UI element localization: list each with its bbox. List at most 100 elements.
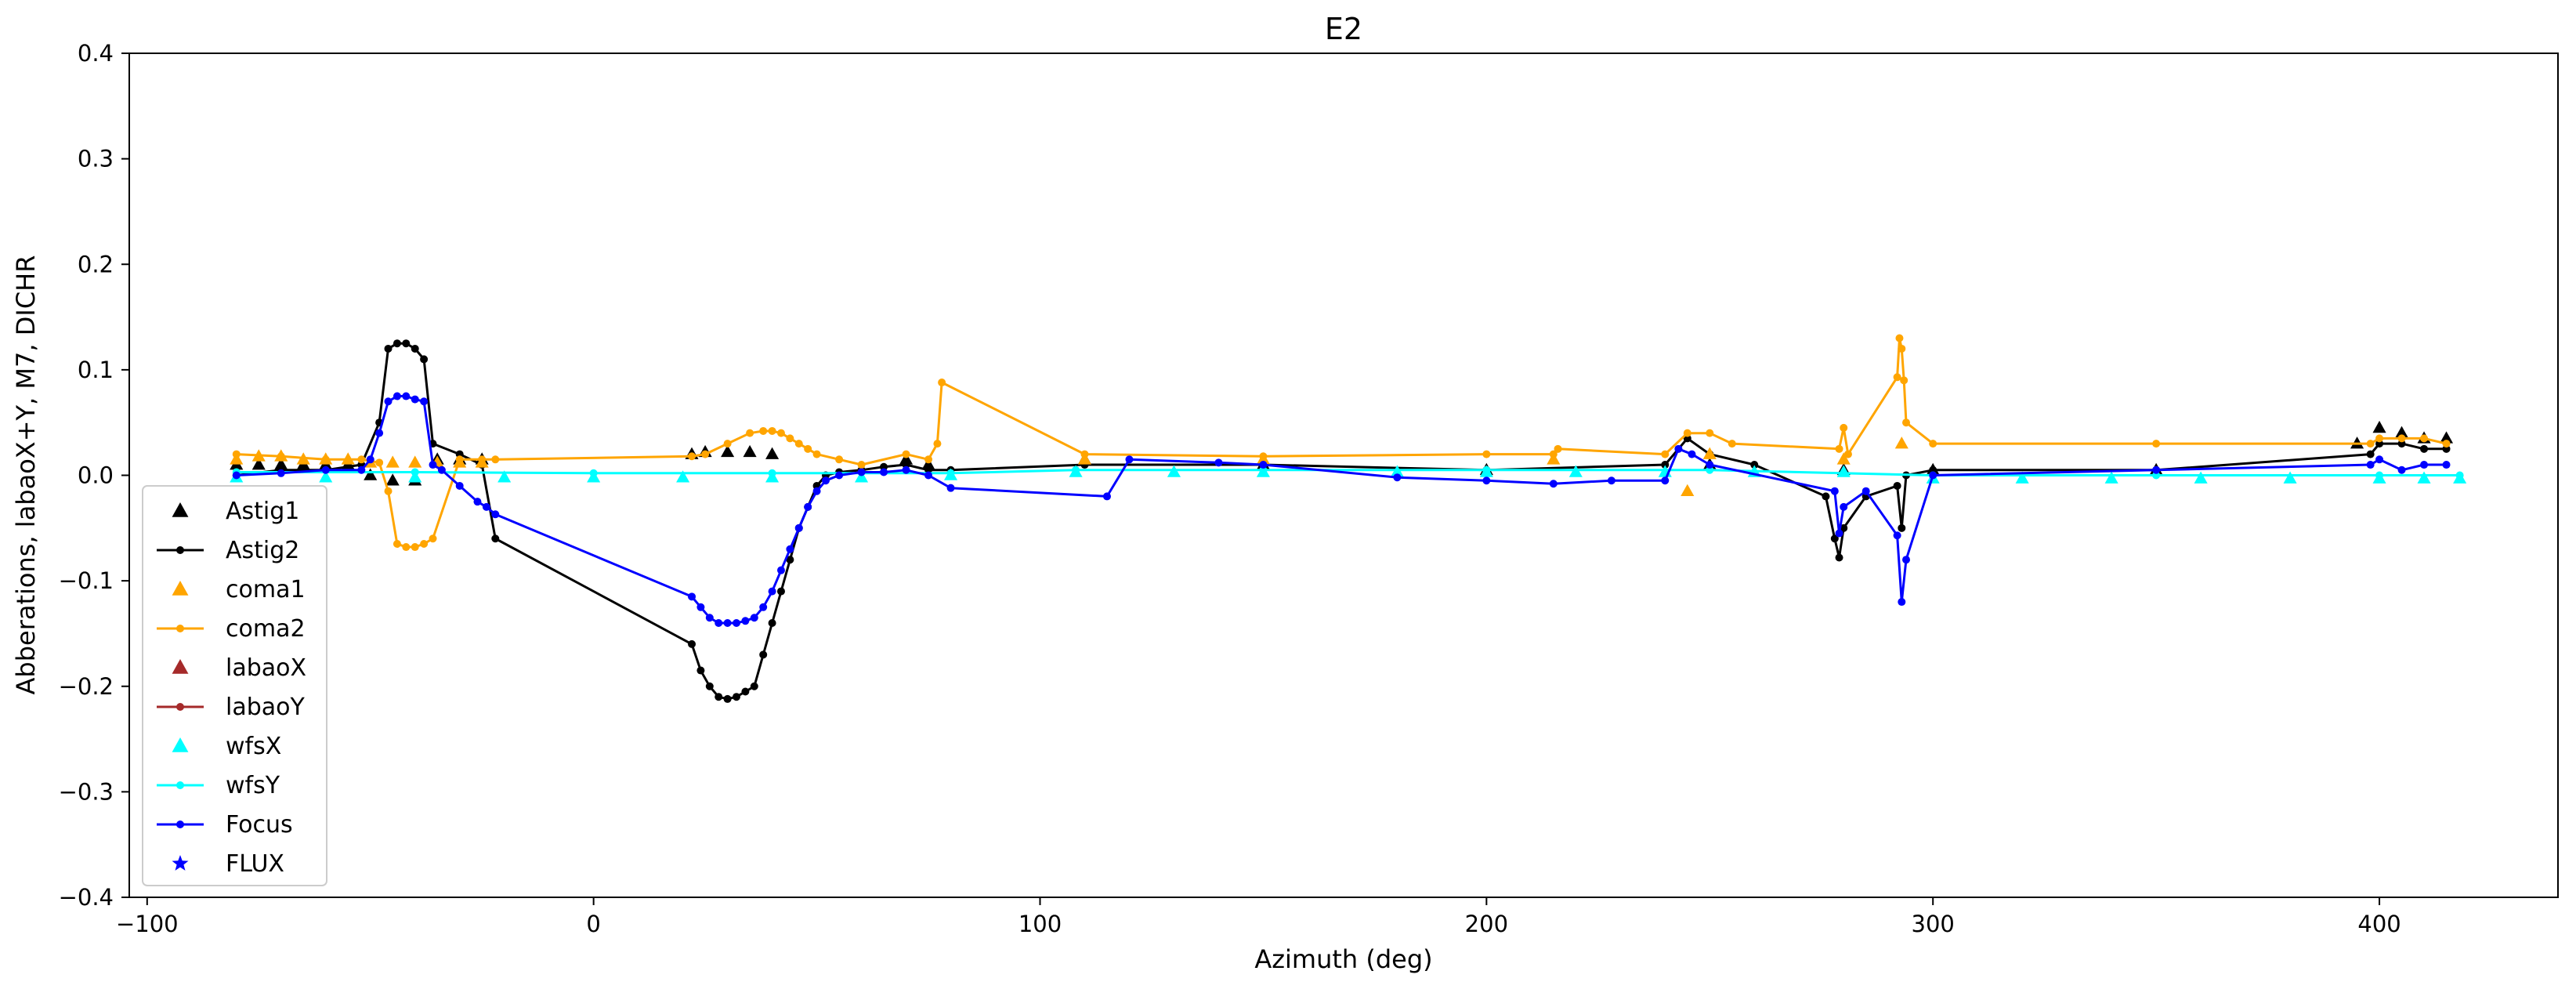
point-Astig1-28 <box>2395 426 2409 438</box>
point-coma2-37 <box>1683 429 1691 437</box>
point-Astig2-18 <box>723 694 732 703</box>
point-coma2-28 <box>924 455 933 464</box>
series-line-Astig2 <box>236 342 2447 701</box>
point-wfsY-11 <box>2375 471 2384 480</box>
x-tick-label-3: 200 <box>1465 911 1508 937</box>
point-Focus-52 <box>1835 529 1843 538</box>
y-tick-label-0: −0.4 <box>59 884 114 911</box>
point-coma2-43 <box>1893 373 1901 382</box>
point-Focus-40 <box>1125 455 1134 464</box>
point-Focus-17 <box>688 592 696 601</box>
point-coma2-8 <box>411 543 419 552</box>
point-coma2-36 <box>1661 450 1670 458</box>
point-coma2-44 <box>1895 334 1904 342</box>
point-Astig1-2 <box>274 458 288 470</box>
legend-label-labaoY: labaoY <box>226 694 306 721</box>
legend-marker-Focus <box>176 821 184 828</box>
point-Focus-43 <box>1393 473 1402 482</box>
x-tick-label-0: −100 <box>116 911 179 937</box>
point-coma2-42 <box>1843 450 1852 458</box>
point-Focus-54 <box>1861 487 1870 495</box>
point-Focus-61 <box>2375 455 2384 464</box>
point-Astig2-56 <box>2420 444 2429 453</box>
point-Focus-30 <box>804 502 812 511</box>
y-tick-label-1: −0.3 <box>59 778 114 805</box>
point-wfsX-19 <box>2015 471 2029 484</box>
point-coma1-12 <box>1077 452 1092 465</box>
series-layer <box>230 334 2467 703</box>
point-coma2-16 <box>723 440 732 448</box>
point-Focus-26 <box>768 587 776 596</box>
point-Focus-25 <box>759 603 768 611</box>
point-Astig2-46 <box>1840 523 1848 532</box>
point-coma2-4 <box>375 458 384 467</box>
point-wfsY-2 <box>589 469 598 477</box>
point-Focus-42 <box>1259 461 1268 469</box>
point-Astig1-16 <box>765 447 780 459</box>
legend-marker-wfsY <box>176 781 184 789</box>
series-coma2 <box>232 334 2451 552</box>
point-coma2-30 <box>938 379 946 387</box>
point-Focus-46 <box>1607 476 1615 485</box>
y-axis: −0.4 −0.3 −0.2 −0.1 0.0 0.1 0.2 0.3 0.4 <box>59 40 129 911</box>
point-Astig2-24 <box>776 587 785 596</box>
point-Focus-58 <box>1929 471 1937 480</box>
point-coma2-20 <box>776 429 785 437</box>
point-Focus-7 <box>393 392 401 400</box>
point-Focus-37 <box>924 471 933 480</box>
x-axis: −100 0 100 200 300 400 <box>116 897 2401 937</box>
point-Focus-35 <box>880 468 888 476</box>
point-Focus-22 <box>733 618 740 627</box>
point-coma2-19 <box>768 426 776 435</box>
point-coma2-31 <box>1080 450 1089 458</box>
point-Focus-32 <box>821 476 830 485</box>
point-Focus-10 <box>420 397 429 406</box>
x-tick-label-5: 400 <box>2357 911 2401 937</box>
point-wfsX-7 <box>855 470 869 483</box>
point-Astig2-48 <box>1893 481 1901 490</box>
point-Astig2-45 <box>1835 553 1843 562</box>
legend-item-coma1: coma1 <box>172 576 306 603</box>
point-Focus-51 <box>1830 487 1839 495</box>
point-Astig1-15 <box>743 444 757 458</box>
point-coma2-10 <box>429 534 437 543</box>
point-Astig2-13 <box>491 534 500 543</box>
point-Astig1-18 <box>921 458 935 470</box>
point-coma2-27 <box>902 450 910 458</box>
point-Astig2-17 <box>715 693 723 701</box>
point-Focus-9 <box>411 395 419 404</box>
point-Focus-27 <box>776 566 785 574</box>
point-wfsX-2 <box>408 470 422 483</box>
point-Focus-48 <box>1674 444 1683 453</box>
point-coma2-23 <box>804 444 812 453</box>
point-coma1-18 <box>1894 437 1908 449</box>
point-Focus-53 <box>1840 502 1848 511</box>
point-Focus-31 <box>812 487 821 495</box>
point-Astig2-44 <box>1830 534 1839 543</box>
point-Astig2-16 <box>705 682 714 690</box>
point-Focus-2 <box>321 466 330 474</box>
point-coma2-35 <box>1554 444 1562 453</box>
legend-item-labaoX: labaoX <box>172 654 306 682</box>
series-Focus <box>232 392 2451 627</box>
y-tick-label-8: 0.4 <box>78 40 114 67</box>
point-Focus-47 <box>1661 476 1670 485</box>
point-Focus-36 <box>902 466 910 474</box>
point-Astig2-22 <box>759 650 768 659</box>
point-coma2-7 <box>402 543 411 552</box>
point-Astig1-27 <box>2372 420 2386 433</box>
point-Astig2-42 <box>1750 461 1759 469</box>
point-Focus-8 <box>402 392 411 400</box>
point-coma2-12 <box>478 455 487 464</box>
point-coma2-18 <box>759 426 768 435</box>
point-coma2-53 <box>2420 434 2429 443</box>
point-wfsX-3 <box>497 470 512 483</box>
point-Astig1-6 <box>364 468 378 480</box>
point-coma2-2 <box>321 455 330 464</box>
point-coma2-26 <box>857 461 866 469</box>
legend-marker-labaoY <box>176 703 184 711</box>
point-Astig2-23 <box>768 618 776 627</box>
point-wfsY-3 <box>768 469 776 477</box>
legend-marker-Astig2 <box>176 546 184 554</box>
